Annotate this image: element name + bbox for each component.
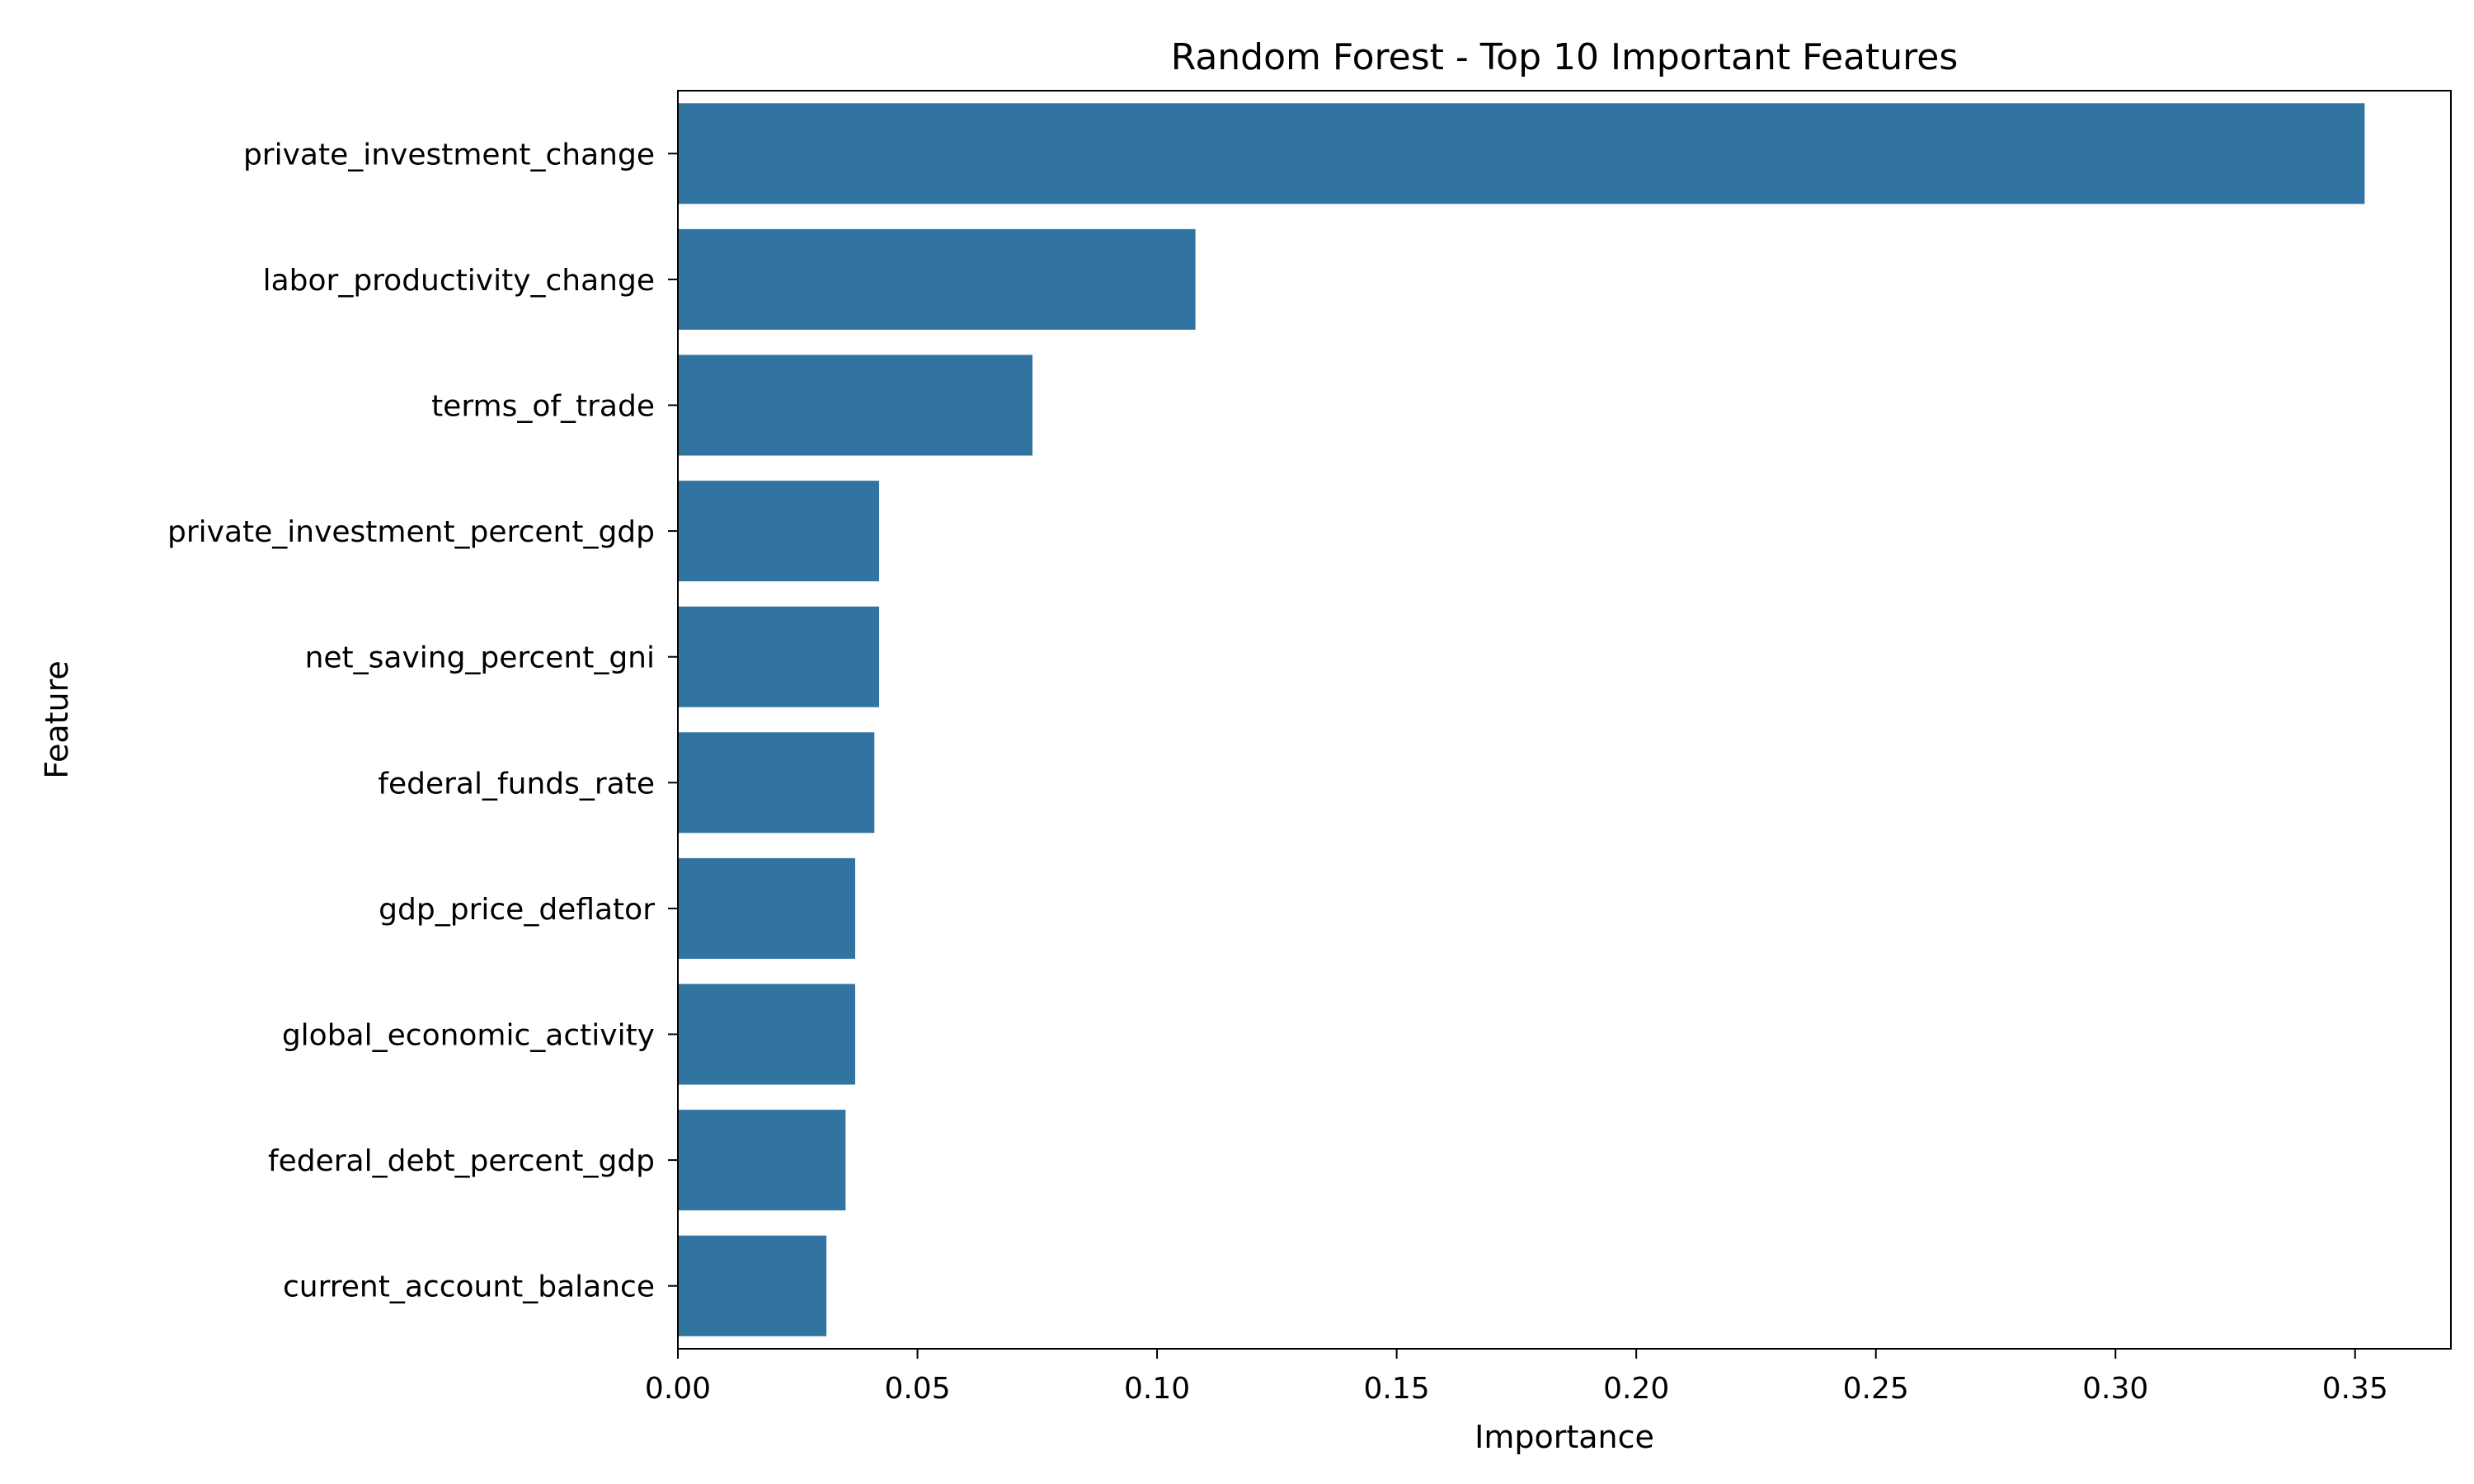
- bar-federal-debt-percent-gdp: [678, 1110, 846, 1211]
- x-axis-ticks: 0.00 0.05 0.10 0.15 0.20 0.25 0.30 0.35: [645, 1349, 2388, 1406]
- bar-global-economic-activity: [678, 984, 855, 1085]
- y-axis-label: Feature: [39, 660, 75, 779]
- y-tick-label: private_investment_change: [243, 138, 655, 171]
- chart-title: Random Forest - Top 10 Important Feature…: [1171, 36, 1959, 78]
- y-tick-label: labor_productivity_change: [263, 264, 655, 298]
- x-tick-label: 0.35: [2322, 1372, 2388, 1406]
- y-axis-ticks: private_investment_change labor_productiv…: [167, 138, 678, 1304]
- x-tick-label: 0.25: [1843, 1372, 1909, 1406]
- y-tick-label: terms_of_trade: [431, 390, 655, 424]
- y-tick-label: current_account_balance: [283, 1270, 655, 1304]
- bar-federal-funds-rate: [678, 732, 875, 834]
- bar-private-investment-change: [678, 103, 2365, 204]
- y-tick-label: federal_funds_rate: [378, 767, 655, 801]
- y-tick-label: gdp_price_deflator: [379, 893, 655, 927]
- bar-labor-productivity-change: [678, 228, 1196, 330]
- x-tick-label: 0.30: [2082, 1372, 2148, 1406]
- y-tick-label: global_economic_activity: [282, 1019, 655, 1053]
- y-tick-label: federal_debt_percent_gdp: [268, 1144, 655, 1178]
- y-tick-label: private_investment_percent_gdp: [167, 515, 655, 549]
- bars-group: [678, 103, 2365, 1336]
- x-tick-label: 0.20: [1603, 1372, 1669, 1406]
- bar-terms-of-trade: [678, 355, 1032, 456]
- bar-net-saving-percent-gni: [678, 606, 880, 707]
- y-tick-label: net_saving_percent_gni: [305, 641, 655, 675]
- x-axis-label: Importance: [1475, 1419, 1654, 1455]
- x-tick-label: 0.00: [645, 1372, 711, 1406]
- plot-frame: [677, 90, 2452, 1350]
- x-tick-label: 0.15: [1364, 1372, 1430, 1406]
- bar-current-account-balance: [678, 1235, 827, 1336]
- bar-gdp-price-deflator: [678, 857, 855, 959]
- bar-private-investment-percent-gdp: [678, 481, 880, 582]
- x-tick-label: 0.05: [884, 1372, 950, 1406]
- x-tick-label: 0.10: [1124, 1372, 1190, 1406]
